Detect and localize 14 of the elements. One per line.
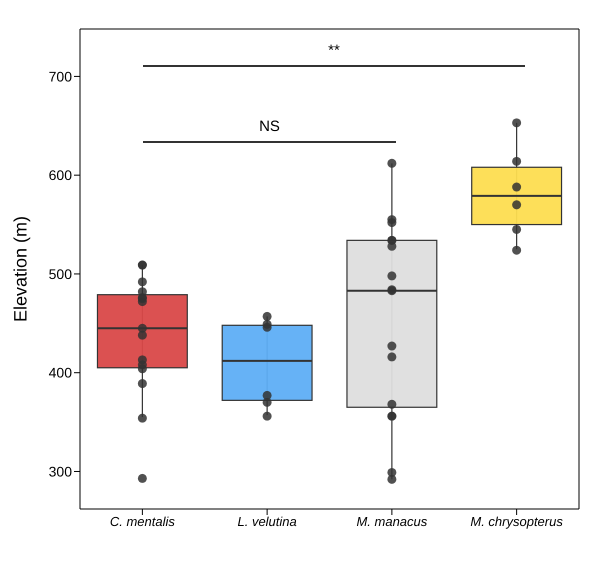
y-tick-label: 500 xyxy=(48,266,72,282)
x-tick-label: M. chrysopterus xyxy=(470,514,564,530)
y-tick-label: 700 xyxy=(48,68,72,84)
y-axis-title: Elevation (m) xyxy=(10,216,30,322)
y-tick-label: 300 xyxy=(48,463,72,480)
x-tick-label: L. velutina xyxy=(237,514,297,530)
x-tick-label: M. manacus xyxy=(356,514,428,530)
annotation: NS xyxy=(258,117,281,137)
significance-bracket: NS xyxy=(143,117,396,143)
annotation: ** xyxy=(327,41,341,61)
x-tick-label: C. mentalis xyxy=(110,514,176,530)
y-tick-label: 400 xyxy=(48,364,72,381)
significance-bracket: ** xyxy=(143,41,525,67)
y-tick-label: 600 xyxy=(48,167,72,184)
